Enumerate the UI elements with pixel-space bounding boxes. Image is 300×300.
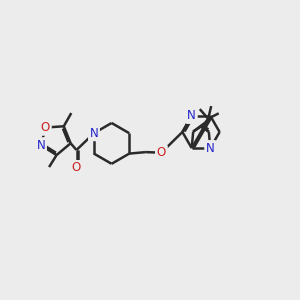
Text: N: N xyxy=(206,142,215,154)
Text: O: O xyxy=(157,146,166,159)
Text: O: O xyxy=(72,161,81,175)
Text: N: N xyxy=(187,110,196,122)
Text: O: O xyxy=(72,161,81,175)
Text: O: O xyxy=(157,146,166,159)
Text: N: N xyxy=(37,139,45,152)
Text: O: O xyxy=(157,146,166,159)
Text: N: N xyxy=(90,127,98,140)
Text: O: O xyxy=(41,121,50,134)
Text: O: O xyxy=(41,121,50,134)
Text: N: N xyxy=(37,139,45,152)
Text: N: N xyxy=(206,142,215,154)
Text: N: N xyxy=(90,127,98,140)
Text: N: N xyxy=(187,110,196,122)
